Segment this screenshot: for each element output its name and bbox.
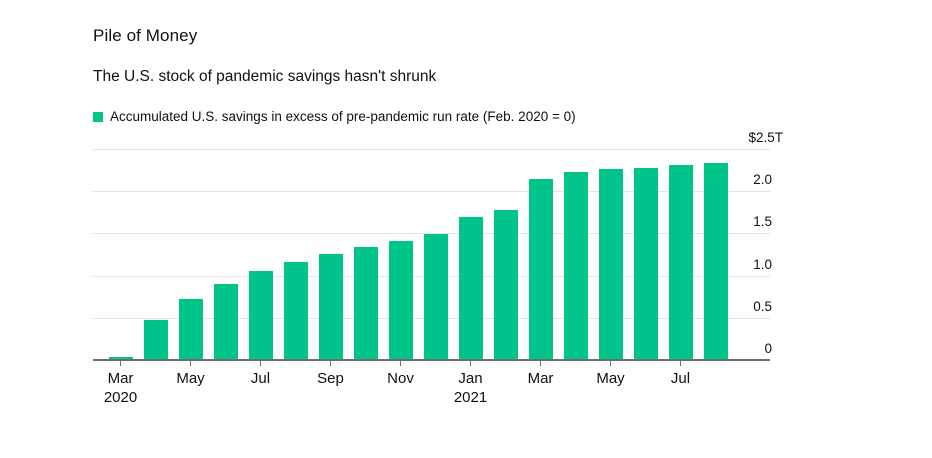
bar-apr-2021 xyxy=(563,171,588,360)
x-axis-tick xyxy=(679,361,682,366)
bar-sep-2020 xyxy=(318,253,343,360)
y-axis-label: 2.0 xyxy=(753,172,772,188)
x-axis-label-month: Nov xyxy=(387,370,414,387)
chart-legend: Accumulated U.S. savings in excess of pr… xyxy=(93,109,576,124)
gridline xyxy=(93,233,770,235)
plot-area: $2.5T 2.0 1.5 1.0 0.5 0 Mar 2020 May Jul Sep Nov Jan… xyxy=(93,131,783,406)
x-axis-label-month: Jul xyxy=(670,370,691,387)
x-axis-tick xyxy=(609,361,612,366)
x-axis-tick xyxy=(259,361,262,366)
x-axis-tick xyxy=(399,361,402,366)
y-axis-label: 1.5 xyxy=(753,214,772,230)
bar-jan-2021 xyxy=(458,216,483,360)
gridline xyxy=(93,149,770,150)
bar-jul-2021 xyxy=(668,165,693,360)
y-axis-label: $2.5T xyxy=(748,130,783,145)
x-axis-tick xyxy=(469,361,472,366)
x-axis-tick xyxy=(329,361,332,366)
y-axis-label: 0.5 xyxy=(753,298,772,314)
x-axis-label-month: May xyxy=(596,370,625,387)
x-axis-label: Nov xyxy=(361,369,441,388)
x-axis-label-month: Sep xyxy=(317,370,344,387)
bar-aug-2021 xyxy=(703,163,728,360)
bar-may-2020 xyxy=(178,299,203,360)
chart-title: Pile of Money xyxy=(93,26,198,45)
bar-jun-2021 xyxy=(633,167,658,360)
x-axis-label-month: Jul xyxy=(250,370,271,387)
bar-nov-2020 xyxy=(388,241,413,360)
bar-mar-2020 xyxy=(108,357,133,360)
bar-feb-2021 xyxy=(493,209,518,360)
bar-aug-2020 xyxy=(283,262,308,360)
x-axis-line xyxy=(93,359,770,361)
x-axis-tick xyxy=(539,361,542,366)
bar-oct-2020 xyxy=(353,246,378,360)
x-axis-tick xyxy=(119,361,122,366)
x-axis-label: Jul xyxy=(641,369,721,388)
bar-mar-2021 xyxy=(528,178,553,360)
bar-may-2021 xyxy=(598,169,623,360)
x-axis-label: Jul xyxy=(221,369,301,388)
x-axis-label: Mar 2020 xyxy=(81,369,161,407)
x-axis-label-year: 2020 xyxy=(103,389,138,406)
chart-subtitle: The U.S. stock of pandemic savings hasn'… xyxy=(93,68,437,85)
bar-apr-2020 xyxy=(143,320,168,360)
legend-label: Accumulated U.S. savings in excess of pr… xyxy=(110,109,576,124)
x-axis-label-month: May xyxy=(176,370,205,387)
gridline xyxy=(93,191,770,193)
x-axis-label-year: 2021 xyxy=(453,389,488,406)
y-axis-label: 1.0 xyxy=(753,256,772,272)
bar-jun-2020 xyxy=(213,284,238,360)
x-axis-tick xyxy=(189,361,192,366)
x-axis-label: May xyxy=(571,369,651,388)
x-axis-label: Jan 2021 xyxy=(431,369,511,407)
x-axis-label-month: Mar xyxy=(527,370,554,387)
x-axis-label: Sep xyxy=(291,369,371,388)
bar-jul-2020 xyxy=(248,270,273,360)
legend-swatch-icon xyxy=(93,111,103,122)
x-axis-label-month: Mar xyxy=(107,370,134,387)
x-axis-label: Mar xyxy=(501,369,581,388)
y-axis-label: 0 xyxy=(764,341,772,356)
x-axis-label-month: Jan xyxy=(458,370,483,387)
x-axis-label: May xyxy=(151,369,231,388)
bar-dec-2020 xyxy=(423,234,448,360)
